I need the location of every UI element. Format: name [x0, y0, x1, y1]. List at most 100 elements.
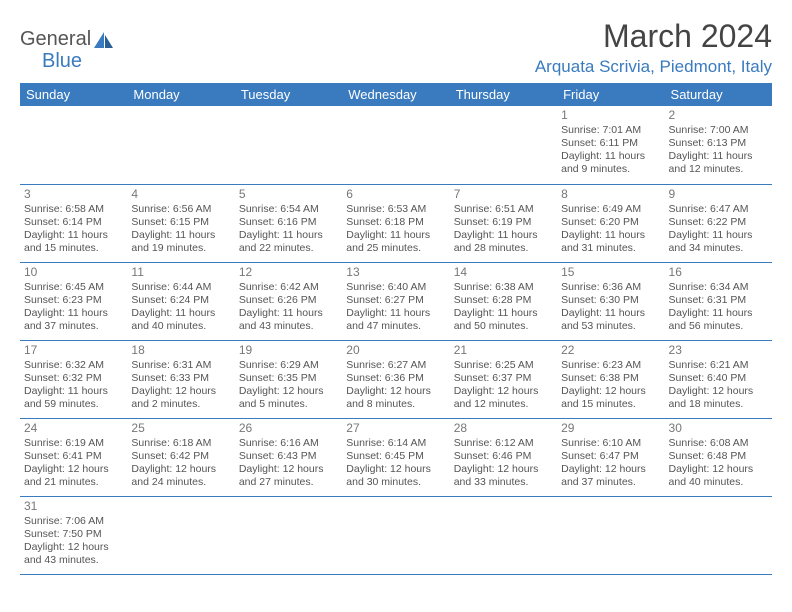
- sunrise-text: Sunrise: 6:42 AM: [239, 281, 338, 294]
- sunset-text: Sunset: 6:37 PM: [454, 372, 553, 385]
- sunset-text: Sunset: 6:23 PM: [24, 294, 123, 307]
- calendar-cell: 25Sunrise: 6:18 AMSunset: 6:42 PMDayligh…: [127, 418, 234, 496]
- calendar-cell: 4Sunrise: 6:56 AMSunset: 6:15 PMDaylight…: [127, 184, 234, 262]
- sunrise-text: Sunrise: 7:06 AM: [24, 515, 123, 528]
- daylight-text-2: and 15 minutes.: [561, 398, 660, 411]
- daylight-text-2: and 43 minutes.: [239, 320, 338, 333]
- calendar-cell: 2Sunrise: 7:00 AMSunset: 6:13 PMDaylight…: [665, 106, 772, 184]
- calendar-cell: 27Sunrise: 6:14 AMSunset: 6:45 PMDayligh…: [342, 418, 449, 496]
- daylight-text-1: Daylight: 12 hours: [239, 385, 338, 398]
- sunrise-text: Sunrise: 6:32 AM: [24, 359, 123, 372]
- calendar-cell: 24Sunrise: 6:19 AMSunset: 6:41 PMDayligh…: [20, 418, 127, 496]
- calendar-cell: 8Sunrise: 6:49 AMSunset: 6:20 PMDaylight…: [557, 184, 664, 262]
- day-header: Friday: [557, 83, 664, 106]
- calendar-cell: 28Sunrise: 6:12 AMSunset: 6:46 PMDayligh…: [450, 418, 557, 496]
- daylight-text-2: and 40 minutes.: [131, 320, 230, 333]
- daylight-text-1: Daylight: 11 hours: [239, 229, 338, 242]
- day-number: 13: [346, 265, 445, 280]
- sunset-text: Sunset: 6:45 PM: [346, 450, 445, 463]
- day-number: 6: [346, 187, 445, 202]
- sunrise-text: Sunrise: 6:25 AM: [454, 359, 553, 372]
- sunrise-text: Sunrise: 6:36 AM: [561, 281, 660, 294]
- daylight-text-2: and 18 minutes.: [669, 398, 768, 411]
- daylight-text-2: and 33 minutes.: [454, 476, 553, 489]
- sunrise-text: Sunrise: 6:23 AM: [561, 359, 660, 372]
- day-number: 2: [669, 108, 768, 123]
- sunset-text: Sunset: 6:22 PM: [669, 216, 768, 229]
- calendar-cell: 11Sunrise: 6:44 AMSunset: 6:24 PMDayligh…: [127, 262, 234, 340]
- day-number: 12: [239, 265, 338, 280]
- calendar-cell: 19Sunrise: 6:29 AMSunset: 6:35 PMDayligh…: [235, 340, 342, 418]
- header: General March 2024 Arquata Scrivia, Pied…: [20, 18, 772, 77]
- day-number: 16: [669, 265, 768, 280]
- day-number: 25: [131, 421, 230, 436]
- calendar-cell: 23Sunrise: 6:21 AMSunset: 6:40 PMDayligh…: [665, 340, 772, 418]
- sunset-text: Sunset: 6:38 PM: [561, 372, 660, 385]
- calendar-cell: 7Sunrise: 6:51 AMSunset: 6:19 PMDaylight…: [450, 184, 557, 262]
- calendar-cell: 12Sunrise: 6:42 AMSunset: 6:26 PMDayligh…: [235, 262, 342, 340]
- daylight-text-2: and 22 minutes.: [239, 242, 338, 255]
- brand-logo: General: [20, 18, 115, 51]
- day-number: 26: [239, 421, 338, 436]
- calendar-head: SundayMondayTuesdayWednesdayThursdayFrid…: [20, 83, 772, 106]
- daylight-text-1: Daylight: 12 hours: [131, 463, 230, 476]
- sunset-text: Sunset: 6:11 PM: [561, 137, 660, 150]
- day-number: 28: [454, 421, 553, 436]
- daylight-text-1: Daylight: 11 hours: [346, 307, 445, 320]
- calendar-cell: 14Sunrise: 6:38 AMSunset: 6:28 PMDayligh…: [450, 262, 557, 340]
- calendar-row: 1Sunrise: 7:01 AMSunset: 6:11 PMDaylight…: [20, 106, 772, 184]
- day-number: 15: [561, 265, 660, 280]
- calendar-cell: 31Sunrise: 7:06 AMSunset: 7:50 PMDayligh…: [20, 496, 127, 574]
- calendar-cell-empty: [127, 496, 234, 574]
- sunset-text: Sunset: 6:27 PM: [346, 294, 445, 307]
- calendar-row: 17Sunrise: 6:32 AMSunset: 6:32 PMDayligh…: [20, 340, 772, 418]
- sunset-text: Sunset: 6:42 PM: [131, 450, 230, 463]
- calendar-cell: 1Sunrise: 7:01 AMSunset: 6:11 PMDaylight…: [557, 106, 664, 184]
- daylight-text-1: Daylight: 12 hours: [239, 463, 338, 476]
- day-number: 10: [24, 265, 123, 280]
- day-number: 19: [239, 343, 338, 358]
- daylight-text-2: and 21 minutes.: [24, 476, 123, 489]
- daylight-text-1: Daylight: 11 hours: [669, 150, 768, 163]
- month-title: March 2024: [535, 18, 772, 55]
- daylight-text-1: Daylight: 12 hours: [24, 463, 123, 476]
- day-number: 17: [24, 343, 123, 358]
- sunset-text: Sunset: 6:16 PM: [239, 216, 338, 229]
- day-number: 21: [454, 343, 553, 358]
- daylight-text-1: Daylight: 11 hours: [24, 385, 123, 398]
- sunrise-text: Sunrise: 6:47 AM: [669, 203, 768, 216]
- calendar-cell: 22Sunrise: 6:23 AMSunset: 6:38 PMDayligh…: [557, 340, 664, 418]
- sunrise-text: Sunrise: 6:10 AM: [561, 437, 660, 450]
- daylight-text-2: and 40 minutes.: [669, 476, 768, 489]
- day-number: 1: [561, 108, 660, 123]
- sunset-text: Sunset: 6:48 PM: [669, 450, 768, 463]
- day-number: 7: [454, 187, 553, 202]
- daylight-text-2: and 2 minutes.: [131, 398, 230, 411]
- day-header: Monday: [127, 83, 234, 106]
- calendar-cell-empty: [127, 106, 234, 184]
- day-number: 8: [561, 187, 660, 202]
- sunset-text: Sunset: 7:50 PM: [24, 528, 123, 541]
- daylight-text-1: Daylight: 12 hours: [346, 385, 445, 398]
- calendar-cell: 20Sunrise: 6:27 AMSunset: 6:36 PMDayligh…: [342, 340, 449, 418]
- sunrise-text: Sunrise: 6:58 AM: [24, 203, 123, 216]
- sunrise-text: Sunrise: 6:16 AM: [239, 437, 338, 450]
- calendar-cell-empty: [665, 496, 772, 574]
- sunrise-text: Sunrise: 6:54 AM: [239, 203, 338, 216]
- daylight-text-1: Daylight: 12 hours: [454, 463, 553, 476]
- day-number: 22: [561, 343, 660, 358]
- daylight-text-2: and 12 minutes.: [454, 398, 553, 411]
- daylight-text-2: and 5 minutes.: [239, 398, 338, 411]
- sunset-text: Sunset: 6:18 PM: [346, 216, 445, 229]
- sunrise-text: Sunrise: 6:29 AM: [239, 359, 338, 372]
- sunset-text: Sunset: 6:32 PM: [24, 372, 123, 385]
- day-number: 27: [346, 421, 445, 436]
- calendar-row: 3Sunrise: 6:58 AMSunset: 6:14 PMDaylight…: [20, 184, 772, 262]
- daylight-text-1: Daylight: 11 hours: [561, 307, 660, 320]
- daylight-text-1: Daylight: 11 hours: [669, 229, 768, 242]
- calendar-cell: 21Sunrise: 6:25 AMSunset: 6:37 PMDayligh…: [450, 340, 557, 418]
- day-number: 29: [561, 421, 660, 436]
- brand-text-1: General: [20, 28, 91, 51]
- sunrise-text: Sunrise: 6:40 AM: [346, 281, 445, 294]
- calendar-cell: 15Sunrise: 6:36 AMSunset: 6:30 PMDayligh…: [557, 262, 664, 340]
